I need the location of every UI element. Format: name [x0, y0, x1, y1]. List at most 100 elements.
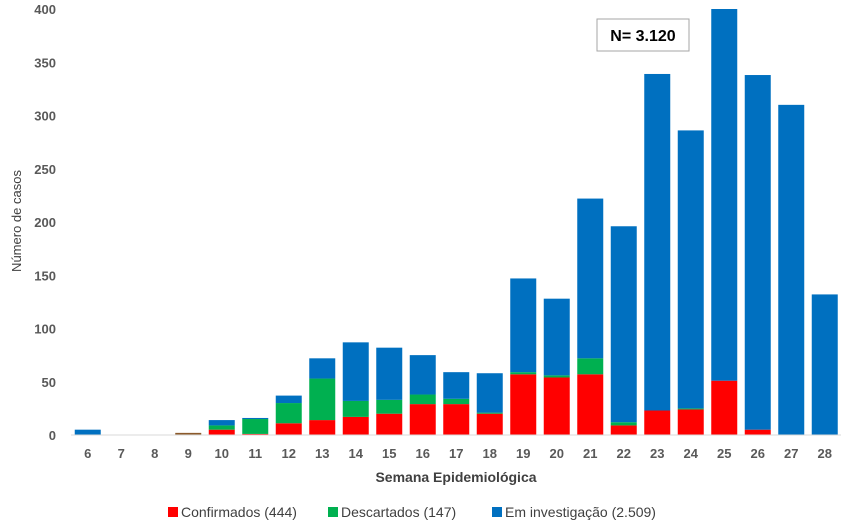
bar-segment [610, 425, 637, 435]
plot-area [74, 9, 838, 435]
bar-segment [242, 433, 269, 435]
x-tick-label: 7 [118, 446, 125, 461]
bar-segment [208, 425, 235, 430]
bar-segment [342, 342, 369, 401]
x-tick-label: 27 [784, 446, 798, 461]
bar-segment [275, 395, 302, 404]
annotation-box [596, 18, 690, 52]
bar-segment [309, 358, 336, 379]
x-tick-label: 11 [248, 446, 262, 461]
x-tick-label: 26 [751, 446, 765, 461]
total-annotation: N= 3.120 [596, 18, 690, 52]
bar-segment [376, 413, 403, 435]
x-tick-label: 13 [315, 446, 329, 461]
bar-segment [476, 413, 503, 435]
y-tick-label: 0 [49, 428, 56, 443]
bar-segment [744, 75, 771, 430]
legend-label: Descartados (147) [341, 504, 456, 520]
legend-label: Confirmados (444) [181, 504, 297, 520]
bar-segment [208, 429, 235, 435]
bar-segment [577, 198, 604, 359]
x-tick-label: 16 [416, 446, 430, 461]
y-tick-label: 300 [34, 109, 56, 124]
legend-swatch [168, 507, 178, 517]
bar-segment [744, 429, 771, 435]
bar-segment [443, 398, 470, 405]
bar-segment [74, 429, 101, 435]
bar-segment [677, 130, 704, 409]
x-tick-label: 17 [449, 446, 463, 461]
bar-segment [577, 374, 604, 435]
bar-segment [811, 294, 838, 435]
y-axis-label: Número de casos [9, 170, 24, 272]
bar-segment [543, 375, 570, 378]
x-tick-label: 19 [516, 446, 530, 461]
x-tick-label: 9 [185, 446, 192, 461]
bar-segment [275, 403, 302, 424]
y-tick-label: 250 [34, 162, 56, 177]
bar-segment [778, 104, 805, 435]
bar-segment [376, 399, 403, 414]
x-tick-label: 12 [282, 446, 296, 461]
legend-item: Confirmados (444) [168, 504, 297, 520]
bar-segment [711, 380, 738, 435]
legend: Confirmados (444) Descartados (147) Em inv… [168, 504, 656, 520]
y-tick-label: 400 [34, 2, 56, 17]
bar-segment [409, 404, 436, 435]
y-tick-label: 50 [42, 375, 56, 390]
x-tick-label: 23 [650, 446, 664, 461]
x-tick-label: 10 [215, 446, 229, 461]
x-tick-label: 8 [151, 446, 158, 461]
bar-segment [175, 432, 202, 435]
bar-segment [677, 408, 704, 410]
bar-segment [409, 394, 436, 405]
x-tick-label: 15 [382, 446, 396, 461]
bar-segment [510, 278, 537, 373]
bar-segment [510, 372, 537, 375]
bar-segment [677, 409, 704, 435]
bar-segment [309, 420, 336, 435]
bar-segment [610, 422, 637, 426]
x-tick-label: 24 [684, 446, 699, 461]
legend-label: Em investigação (2.509) [505, 504, 656, 520]
bar-segment [443, 404, 470, 435]
bar-segment [610, 226, 637, 423]
y-axis-ticks: 0 50 100 150 200 250 300 350 400 [34, 2, 56, 443]
x-tick-label: 6 [84, 446, 91, 461]
bar-segment [208, 420, 235, 426]
bar-segment [543, 377, 570, 435]
bar-segment [242, 419, 269, 434]
bar-segment [644, 410, 671, 435]
x-axis-ticks: 6 7 8 9 10 11 12 13 14 15 16 17 18 19 20 21 22 23 24 25 26 27… [84, 446, 832, 461]
bar-segment [510, 374, 537, 435]
bar-segment [443, 372, 470, 399]
y-tick-label: 350 [34, 55, 56, 70]
x-tick-label: 18 [483, 446, 497, 461]
bar-segment [577, 358, 604, 375]
bar-segment [476, 412, 503, 414]
x-tick-label: 25 [717, 446, 731, 461]
bar-segment [309, 378, 336, 421]
bar-segment [476, 373, 503, 413]
x-axis-label: Semana Epidemiológica [375, 469, 536, 485]
x-tick-label: 22 [617, 446, 631, 461]
bar-segment [342, 416, 369, 435]
bar-segment [644, 73, 671, 411]
bar-segment [711, 9, 738, 381]
legend-swatch [328, 507, 338, 517]
legend-item: Em investigação (2.509) [492, 504, 656, 520]
x-tick-label: 14 [349, 446, 364, 461]
y-tick-label: 200 [34, 215, 56, 230]
y-tick-label: 100 [34, 322, 56, 337]
bar-segment [342, 400, 369, 417]
bar-segment [376, 347, 403, 400]
bar-segment [543, 298, 570, 376]
bar-segment [242, 417, 269, 420]
bar-segment [409, 355, 436, 395]
legend-swatch [492, 507, 502, 517]
x-tick-label: 20 [550, 446, 564, 461]
bar-segment [275, 423, 302, 435]
x-tick-label: 28 [818, 446, 832, 461]
